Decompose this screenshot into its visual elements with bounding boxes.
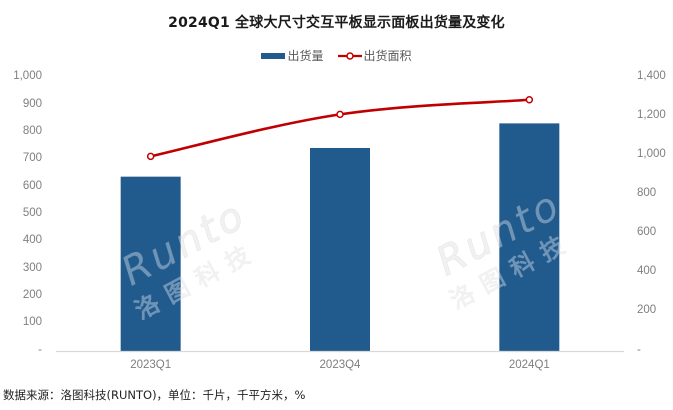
y-left-tick-label: 600 — [22, 179, 42, 192]
source-note: 数据来源：洛图科技(RUNTO)，单位：千片，千平方米，% — [3, 388, 306, 402]
chart-title: 2024Q1 全球大尺寸交互平板显示面板出货量及变化 — [168, 15, 505, 31]
bar-2023Q1 — [120, 176, 181, 352]
bar-2024Q1 — [499, 123, 560, 352]
x-tick-label: 2024Q1 — [508, 359, 550, 371]
line-series-area — [150, 98, 530, 158]
y-left-tick-label: 200 — [22, 288, 42, 301]
y-left-tick-label: - — [38, 343, 42, 356]
y-left-tick-label: 900 — [22, 97, 42, 110]
y-left-tick-label: 500 — [22, 206, 42, 219]
y-left-tick-label: 1,000 — [13, 70, 42, 83]
y-left-tick-label: 400 — [22, 234, 42, 247]
y-left-tick-label: 800 — [22, 124, 42, 137]
y-right-tick-label: - — [637, 343, 641, 356]
legend-label-area: 出货面积 — [363, 49, 412, 63]
bar-2023Q4 — [310, 147, 370, 352]
y-right-tick-label: 200 — [637, 304, 657, 317]
y-right-tick-label: 800 — [637, 187, 657, 200]
y-left-tick-label: 300 — [22, 261, 42, 274]
legend-bar-swatch-icon — [261, 52, 286, 59]
x-tick-label: 2023Q4 — [319, 359, 361, 371]
line-marker-2023Q1 — [146, 152, 155, 161]
y-left-tick-label: 100 — [22, 316, 42, 329]
line-marker-2024Q1 — [525, 96, 534, 104]
legend-item-area: 出货面积 — [337, 47, 412, 64]
legend: 出货量 出货面积 — [0, 47, 673, 64]
y-left-tick-label: 700 — [22, 152, 42, 165]
x-tick-label: 2023Q1 — [130, 359, 172, 371]
y-right-tick-label: 1,400 — [637, 70, 666, 83]
y-right-tick-label: 400 — [637, 265, 657, 278]
legend-item-shipments: 出货量 — [261, 47, 324, 64]
legend-line-marker-icon — [337, 51, 362, 61]
y-right-tick-label: 1,200 — [637, 109, 666, 122]
y-right-tick-label: 600 — [637, 226, 657, 239]
line-marker-2023Q4 — [336, 110, 344, 119]
y-right-tick-label: 1,000 — [637, 148, 666, 161]
legend-label-shipments: 出货量 — [287, 49, 324, 63]
